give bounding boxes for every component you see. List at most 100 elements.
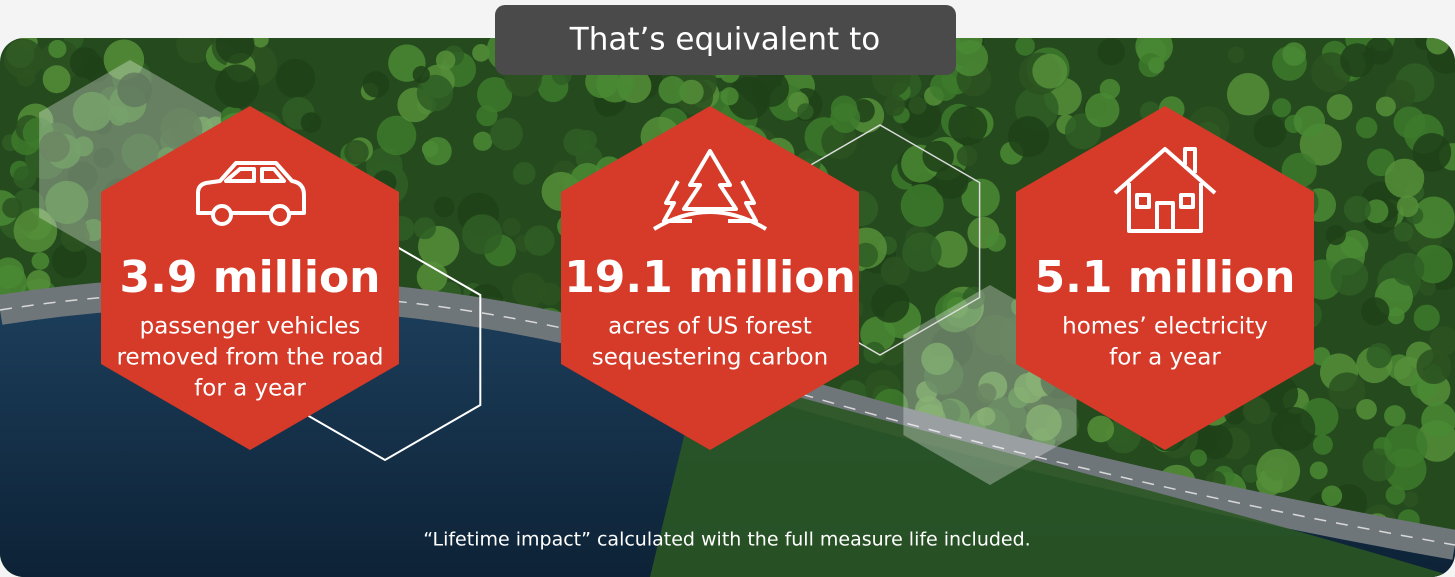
tree (215, 38, 255, 64)
description-line: for a year (1109, 345, 1221, 371)
tree (512, 161, 536, 185)
tree (1361, 297, 1390, 326)
tree (1343, 195, 1371, 223)
stat: 3.9 million (120, 252, 381, 303)
tree (902, 232, 942, 272)
car-icon (196, 161, 306, 215)
tree (42, 65, 71, 94)
description-line: sequestering carbon (592, 345, 828, 371)
tree (871, 284, 910, 323)
tree (276, 58, 316, 99)
tree (883, 95, 906, 117)
tree (1189, 449, 1207, 467)
tree (524, 225, 555, 256)
tree (1330, 257, 1369, 296)
tree (900, 183, 944, 227)
tree (300, 112, 322, 133)
footnote: “Lifetime impact” calculated with the fu… (423, 529, 1030, 551)
tree (1272, 98, 1292, 118)
tree (31, 252, 50, 270)
tree (1241, 464, 1261, 483)
tree (48, 39, 67, 59)
tree (1340, 43, 1375, 78)
tree (1412, 196, 1455, 239)
tree (929, 72, 959, 101)
tree (1311, 347, 1331, 366)
tree (416, 261, 448, 293)
description-line: passenger vehicles (140, 314, 361, 340)
tree (1326, 94, 1353, 120)
tree (983, 397, 1027, 441)
tree (1025, 404, 1062, 442)
tree (1015, 38, 1035, 56)
tree (1375, 96, 1396, 117)
tree (934, 164, 969, 199)
icon (196, 161, 306, 226)
stat: 19.1 million (564, 252, 856, 303)
tree (1008, 116, 1050, 158)
tree (413, 217, 436, 240)
icon (1113, 147, 1217, 233)
tree (1364, 199, 1389, 224)
tree (117, 72, 153, 108)
tree (1312, 434, 1333, 455)
hexagon (561, 106, 859, 450)
description-line: homes’ electricity (1062, 314, 1268, 340)
tree (45, 180, 89, 225)
tree (1293, 105, 1326, 138)
tree (3, 38, 44, 79)
tree-icon (652, 149, 768, 231)
car-wheel (269, 204, 291, 226)
card: 5.1 million homes’ electricity for a year (1016, 106, 1314, 450)
tree (26, 269, 51, 294)
tree (976, 383, 997, 404)
tree (490, 117, 523, 151)
tree (344, 139, 369, 165)
card: 19.1 million acres of US forest sequesteri… (561, 106, 859, 450)
tree (433, 196, 455, 218)
tree (1340, 230, 1369, 259)
tree (1384, 405, 1406, 427)
tree (752, 70, 790, 108)
tree (1396, 195, 1419, 218)
tree (1256, 448, 1301, 493)
tree (1309, 461, 1328, 480)
tree (1355, 116, 1378, 139)
tree (13, 208, 58, 253)
tree (39, 131, 70, 163)
tree (435, 50, 456, 71)
hexagon (101, 106, 399, 450)
tree (1419, 279, 1436, 296)
tree (948, 106, 988, 146)
tree (1328, 372, 1366, 410)
tree (1271, 406, 1316, 451)
tree (908, 96, 927, 115)
tree (1242, 396, 1271, 425)
tree (416, 74, 454, 112)
tree (423, 136, 452, 166)
tree (797, 103, 814, 120)
header-title: That’s equivalent to (569, 22, 880, 58)
tree (2, 197, 23, 218)
tree (215, 64, 260, 109)
tree (1097, 38, 1125, 66)
tree (512, 272, 547, 307)
tree (1148, 56, 1165, 74)
card: 3.9 million passenger vehicles removed fro… (101, 106, 399, 450)
tree (720, 87, 739, 106)
tree (961, 178, 1000, 217)
tree (176, 38, 214, 64)
tree (252, 38, 269, 48)
tree (0, 265, 27, 300)
tree (880, 256, 910, 286)
tree (1356, 398, 1377, 420)
tree (1402, 491, 1419, 508)
tree (1414, 244, 1453, 284)
description-line: removed from the road (117, 345, 384, 371)
tree (1014, 372, 1045, 404)
tree (1429, 326, 1455, 356)
tree (362, 71, 390, 98)
tree (1385, 485, 1406, 505)
tree (1391, 252, 1425, 286)
description-line: for a year (194, 376, 306, 402)
